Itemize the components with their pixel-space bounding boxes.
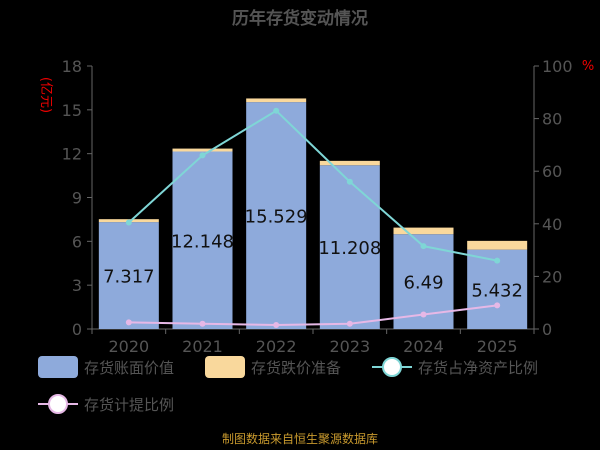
bars: 7.317 12.148 15.529 11.208 6.49 5.432 [98, 98, 528, 329]
point-net-asset-ratio [199, 152, 206, 159]
bar-impairment-reserve [319, 160, 380, 166]
right-tick-label: 40 [542, 215, 562, 234]
bar-impairment-reserve [246, 98, 307, 103]
right-axis-unit: % [582, 59, 594, 74]
point-provision-ratio [346, 320, 353, 327]
left-axis-unit: (亿元) [38, 77, 53, 113]
point-net-asset-ratio [494, 257, 501, 264]
x-tick-label: 2020 [108, 337, 149, 356]
x-tick-label: 2022 [256, 337, 297, 356]
point-provision-ratio [494, 302, 501, 309]
right-tick-label: 0 [542, 320, 552, 339]
legend-item-1-swatch [38, 356, 78, 378]
point-net-asset-ratio [273, 107, 280, 114]
left-tick-label: 12 [62, 145, 82, 164]
bar-book-value [172, 151, 233, 329]
source-note: 制图数据来自恒生聚源数据库 [222, 431, 378, 446]
point-provision-ratio [199, 320, 206, 327]
right-tick-label: 100 [542, 57, 573, 76]
bar-value-label: 6.49 [403, 273, 443, 294]
right-tick-label: 60 [542, 162, 562, 181]
bar-value-label: 7.317 [103, 267, 155, 288]
bar-impairment-reserve [467, 240, 528, 250]
legend-item-3-marker [382, 357, 402, 377]
left-tick-label: 15 [62, 101, 82, 120]
bar-book-value [319, 165, 380, 329]
right-tick-label: 20 [542, 267, 562, 286]
line-provision-ratio [128, 304, 498, 327]
chart-title: 历年存货变动情况 [232, 8, 368, 29]
point-net-asset-ratio [346, 178, 353, 185]
line-net-asset-ratio [128, 109, 498, 262]
bar-impairment-reserve [393, 227, 454, 235]
point-net-asset-ratio [125, 219, 132, 226]
point-provision-ratio [273, 322, 280, 329]
bar-value-label: 15.529 [245, 207, 308, 228]
lines [125, 107, 501, 329]
bar-book-value [246, 102, 307, 329]
legend-item-3-label: 存货占净资产比例 [418, 359, 538, 377]
x-tick-label: 2023 [329, 337, 370, 356]
bar-impairment-reserve [172, 148, 233, 152]
left-tick-label: 18 [62, 57, 82, 76]
x-tick-label: 2025 [477, 337, 518, 356]
left-tick-label: 0 [72, 320, 82, 339]
bar-value-label: 12.148 [171, 231, 234, 252]
axes: 0 3 6 9 12 15 18 0 20 40 60 80 100 2020 2021 2022 2023 20… [62, 57, 573, 356]
point-provision-ratio [125, 319, 132, 326]
bar-value-label: 11.208 [318, 238, 381, 259]
left-tick-label: 6 [72, 232, 82, 251]
bar-book-value [98, 222, 159, 329]
legend-item-4-marker [48, 394, 68, 414]
point-net-asset-ratio [420, 243, 427, 250]
left-tick-label: 9 [72, 189, 82, 208]
legend-item-2-label: 存货跌价准备 [251, 359, 341, 377]
legend-item-2-swatch [205, 356, 245, 378]
x-tick-label: 2024 [403, 337, 444, 356]
legend-item-1-label: 存货账面价值 [84, 359, 174, 377]
legend-item-4-label: 存货计提比例 [84, 396, 174, 414]
right-tick-label: 80 [542, 110, 562, 129]
x-tick-label: 2021 [182, 337, 223, 356]
left-tick-label: 3 [72, 276, 82, 295]
point-provision-ratio [420, 311, 427, 318]
bar-value-label: 5.432 [471, 280, 523, 301]
